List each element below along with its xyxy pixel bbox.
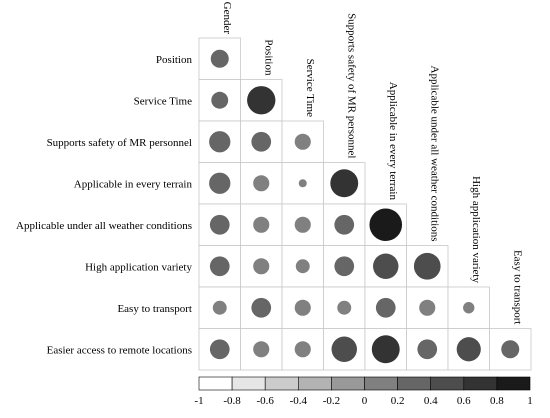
- col-label-position: Position: [262, 39, 274, 76]
- correlation-circle-high-application-variety-applicable-under-all-weather-conditions: [413, 252, 441, 280]
- correlation-circle-service-time-gender: [211, 91, 229, 109]
- correlation-circle-supports-safety-of-mr-personnel-service-time: [294, 133, 311, 150]
- correlation-circle-applicable-under-all-weather-conditions-service-time: [294, 216, 311, 233]
- correlation-circle-easier-access-to-remote-locations-applicable-under-all-weather-conditions: [417, 339, 438, 360]
- correlation-circle-high-application-variety-gender: [209, 256, 230, 277]
- correlation-circle-easy-to-transport-gender: [212, 300, 227, 315]
- colorbar-tick-label: -0.6: [256, 395, 274, 407]
- correlation-circle-service-time-position: [247, 86, 276, 115]
- correlation-circle-applicable-in-every-terrain-service-time: [298, 179, 307, 188]
- col-label-applicable-in-every-terrain: Applicable in every terrain: [387, 82, 399, 201]
- colorbar-tick-label: -0.4: [290, 395, 308, 407]
- cell-applicable-in-every-terrain-position: [240, 162, 283, 205]
- correlation-circle-easier-access-to-remote-locations-supports-safety-of-mr-personnel: [331, 336, 357, 362]
- correlation-circle-easy-to-transport-high-application-variety: [463, 302, 475, 314]
- correlation-circle-applicable-in-every-terrain-position: [253, 175, 270, 192]
- correlation-circle-applicable-under-all-weather-conditions-applicable-in-every-terrain: [369, 208, 403, 242]
- correlation-circle-high-application-variety-position: [253, 258, 270, 275]
- cell-applicable-under-all-weather-conditions-supports-safety-of-mr-personnel: [323, 203, 366, 246]
- colorbar-tick-label: 0: [362, 395, 368, 407]
- correlation-circle-applicable-in-every-terrain-supports-safety-of-mr-personnel: [330, 169, 359, 198]
- colorbar-tick-label: 1: [527, 395, 533, 407]
- correlation-circle-easy-to-transport-applicable-under-all-weather-conditions: [419, 299, 436, 316]
- correlation-circle-supports-safety-of-mr-personnel-gender: [209, 131, 231, 153]
- correlation-circle-high-application-variety-supports-safety-of-mr-personnel: [334, 256, 355, 277]
- row-label-position: Position: [156, 54, 193, 66]
- colorbar-bin: [331, 376, 365, 391]
- col-label-applicable-under-all-weather-conditions: Applicable under all weather conditions: [428, 66, 440, 242]
- correlation-circle-position-gender: [210, 49, 229, 68]
- correlation-circle-supports-safety-of-mr-personnel-position: [251, 131, 272, 152]
- correlation-circle-high-application-variety-applicable-in-every-terrain: [373, 253, 399, 279]
- correlation-circle-applicable-under-all-weather-conditions-position: [253, 216, 270, 233]
- correlation-circle-easy-to-transport-applicable-in-every-terrain: [375, 297, 396, 318]
- correlation-circle-easier-access-to-remote-locations-high-application-variety: [456, 337, 481, 362]
- colorbar-bin: [364, 376, 398, 391]
- row-label-easier-access-to-remote-locations: Easier access to remote locations: [47, 344, 192, 356]
- colorbar-tick-label: -0.8: [223, 395, 241, 407]
- col-label-supports-safety-of-mr-personnel: Supports safety of MR personnel: [345, 13, 357, 158]
- colorbar-tick-label: 0.8: [490, 395, 504, 407]
- correlation-circle-easy-to-transport-service-time: [294, 299, 311, 316]
- colorbar-bin: [463, 376, 498, 391]
- colorbar-bin: [430, 376, 465, 391]
- colorbar-bin: [297, 376, 332, 391]
- colorbar-bin: [231, 376, 266, 391]
- correlation-circle-easier-access-to-remote-locations-position: [253, 341, 270, 358]
- correlation-circle-easier-access-to-remote-locations-applicable-in-every-terrain: [371, 335, 400, 364]
- colorbar-bin: [198, 376, 233, 391]
- correlation-circle-high-application-variety-service-time: [295, 259, 310, 274]
- col-label-easy-to-transport: Easy to transport: [511, 250, 523, 325]
- colorbar-tick-label: 0.4: [424, 395, 438, 407]
- colorbar-bin: [496, 376, 531, 391]
- correlation-circle-applicable-under-all-weather-conditions-gender: [209, 214, 230, 235]
- colorbar-bin: [397, 376, 432, 391]
- row-label-supports-safety-of-mr-personnel: Supports safety of MR personnel: [47, 137, 192, 149]
- col-label-gender: Gender: [221, 2, 233, 35]
- correlation-circle-easy-to-transport-supports-safety-of-mr-personnel: [337, 300, 352, 315]
- col-label-high-application-variety: High application variety: [470, 176, 482, 283]
- colorbar-tick-label: -1: [194, 395, 203, 407]
- colorbar-tick-label: 0.6: [457, 395, 471, 407]
- row-label-service-time: Service Time: [134, 95, 192, 107]
- row-label-easy-to-transport: Easy to transport: [117, 303, 192, 315]
- correlation-circle-easier-access-to-remote-locations-gender: [209, 339, 230, 360]
- correlation-circle-easy-to-transport-position: [251, 297, 272, 318]
- correlation-circle-applicable-under-all-weather-conditions-supports-safety-of-mr-personnel: [334, 214, 355, 235]
- row-label-applicable-in-every-terrain: Applicable in every terrain: [74, 178, 193, 190]
- correlation-circle-easier-access-to-remote-locations-easy-to-transport: [501, 340, 520, 359]
- colorbar-bin: [264, 376, 299, 391]
- correlation-circle-applicable-in-every-terrain-gender: [209, 172, 231, 194]
- row-label-applicable-under-all-weather-conditions: Applicable under all weather conditions: [16, 220, 192, 232]
- cell-easy-to-transport-gender: [198, 286, 241, 329]
- colorbar-tick-label: 0.2: [391, 395, 405, 407]
- colorbar-tick-label: -0.2: [323, 395, 340, 407]
- col-label-service-time: Service Time: [304, 59, 316, 117]
- correlation-circle-easier-access-to-remote-locations-service-time: [294, 341, 311, 358]
- row-label-high-application-variety: High application variety: [85, 261, 192, 273]
